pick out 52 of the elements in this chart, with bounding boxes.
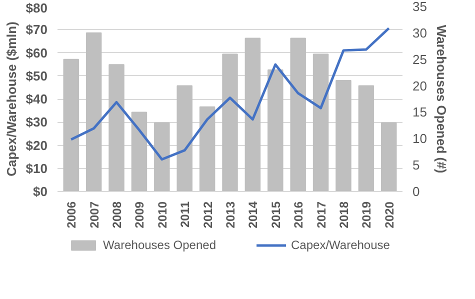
y-tick-label: $20 — [26, 138, 48, 153]
x-tick-label: 2020 — [382, 201, 396, 228]
bar — [176, 85, 192, 192]
y-tick-label: $70 — [26, 22, 48, 38]
y2-tick-label: 25 — [412, 52, 427, 67]
y-axis-title: Capex/Warehouse ($mln) — [4, 22, 19, 176]
y2-tick-label: 15 — [412, 104, 427, 120]
y2-tick-label: 10 — [412, 131, 427, 146]
bar — [154, 122, 170, 192]
y-tick-label: $40 — [26, 92, 48, 106]
bar — [336, 80, 352, 192]
bar — [381, 122, 397, 192]
y-tick-label: $30 — [26, 114, 48, 130]
bar — [312, 54, 329, 192]
bar — [108, 64, 124, 192]
y2-axis-title: Warehouses Opened (#) — [434, 24, 449, 174]
x-tick-label: 2013 — [224, 201, 238, 228]
x-tick-label: 2018 — [336, 201, 351, 228]
x-tick-label: 2016 — [292, 201, 306, 228]
x-tick-label: 2006 — [64, 201, 79, 228]
y-tick-label: $10 — [26, 160, 48, 176]
x-tick-label: 2017 — [314, 201, 328, 228]
bar — [268, 69, 284, 192]
x-tick-label: 2012 — [200, 201, 215, 228]
y2-tick-label: 30 — [412, 25, 427, 40]
y2-tick-label: 35 — [412, 0, 427, 14]
x-tick-label: 2014 — [246, 201, 260, 228]
x-tick-label: 2009 — [132, 201, 147, 228]
legend-label: Warehouses Opened — [103, 238, 216, 252]
bar — [290, 38, 306, 192]
line-series — [70, 26, 390, 161]
x-tick-label: 2019 — [360, 201, 374, 228]
bar — [222, 54, 238, 192]
x-tick-label: 2008 — [110, 201, 124, 228]
y2-tick-label: 20 — [412, 78, 427, 94]
y-tick-label: $60 — [26, 45, 48, 60]
bar — [131, 112, 148, 192]
bar — [358, 85, 374, 192]
x-tick-label: 2007 — [87, 201, 102, 228]
x-tick-label: 2010 — [155, 201, 170, 228]
x-tick-label: 2011 — [178, 201, 192, 228]
bar — [199, 106, 216, 192]
y-tick-label: $80 — [26, 0, 48, 16]
x-tick-label: 2015 — [268, 201, 283, 228]
bar — [63, 58, 79, 192]
bar — [86, 32, 102, 192]
y-tick-label: $0 — [33, 184, 48, 199]
y2-tick-label: 0 — [412, 184, 420, 199]
bar — [244, 38, 261, 192]
y2-tick-label: 5 — [412, 158, 420, 173]
y-tick-label: $50 — [26, 68, 48, 84]
legend-label: Capex/Warehouse — [291, 238, 390, 252]
